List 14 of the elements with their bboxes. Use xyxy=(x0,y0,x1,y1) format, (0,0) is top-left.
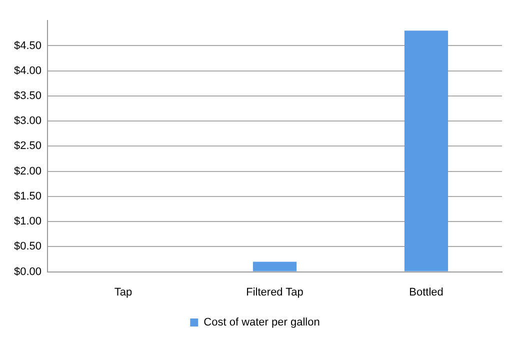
legend-label: Cost of water per gallon xyxy=(204,316,320,329)
y-tick-label: $0.00 xyxy=(14,266,42,278)
y-tick-label: $4.00 xyxy=(14,64,42,77)
y-tick-label: $1.50 xyxy=(14,190,42,202)
x-tick-label: Filtered Tap xyxy=(246,286,304,298)
y-tick-label: $4.50 xyxy=(14,40,42,52)
x-tick-label: Bottled xyxy=(409,286,444,298)
y-tick-label: $1.00 xyxy=(14,216,42,228)
y-tick-label: $3.00 xyxy=(14,115,42,128)
y-tick-label: $2.50 xyxy=(14,140,42,152)
x-tick-label: Tap xyxy=(114,286,132,298)
y-tick-label: $3.50 xyxy=(14,90,42,102)
y-tick-label: $0.50 xyxy=(14,240,42,253)
y-tick-label: $2.00 xyxy=(14,165,42,178)
